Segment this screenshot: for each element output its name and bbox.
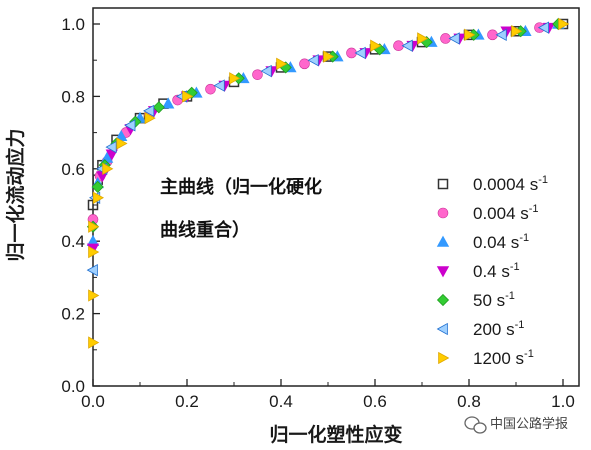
- x-tick-label: 1.0: [551, 392, 575, 411]
- data-point-series-5: [401, 39, 413, 52]
- data-point-series-6: [88, 245, 100, 259]
- data-markers: [86, 17, 570, 349]
- x-tick-label: 0.0: [81, 392, 105, 411]
- x-tick-label: 0.8: [457, 392, 481, 411]
- data-point-series-5: [105, 140, 117, 154]
- data-point-series-6: [511, 25, 523, 38]
- y-tick-label: 0.6: [61, 160, 85, 179]
- data-point-series-5: [354, 46, 366, 60]
- legend-label: 0.0004 s-1: [473, 174, 548, 194]
- legend-marker: [436, 266, 450, 278]
- data-point-series-6: [144, 111, 156, 125]
- data-point-series-4: [91, 180, 104, 193]
- legend-marker: [437, 178, 449, 190]
- data-point-series-6: [276, 57, 288, 70]
- legend-marker: [437, 207, 449, 219]
- data-point-series-5: [86, 263, 98, 277]
- legend-marker: [438, 351, 450, 365]
- x-tick-label: 0.6: [363, 392, 387, 411]
- data-point-series-5: [307, 54, 319, 67]
- data-point-series-6: [370, 39, 382, 52]
- data-point-series-6: [182, 90, 194, 103]
- legend-label: 0.4 s-1: [473, 261, 520, 281]
- data-point-series-6: [229, 72, 241, 85]
- y-tick-label: 0.2: [61, 305, 85, 324]
- data-point-series-6: [323, 50, 335, 63]
- data-point-series-5: [495, 28, 507, 42]
- data-point-series-5: [448, 32, 460, 45]
- legend-label: 0.004 s-1: [473, 203, 539, 223]
- data-point-series-1: [205, 83, 216, 95]
- legend-marker: [436, 235, 450, 247]
- legend-marker: [436, 293, 450, 307]
- x-tick-label: 0.2: [175, 392, 199, 411]
- data-point-series-2: [162, 97, 175, 109]
- x-tick-label: 0.4: [269, 392, 293, 411]
- data-point-series-6: [88, 220, 100, 233]
- data-point-series-6: [116, 137, 128, 150]
- data-point-series-6: [558, 17, 570, 31]
- data-point-series-1: [252, 69, 263, 80]
- data-point-series-5: [537, 21, 549, 34]
- y-tick-label: 0.4: [61, 232, 85, 251]
- legend-label: 200 s-1: [473, 319, 524, 339]
- data-point-series-6: [88, 336, 100, 349]
- data-point-series-6: [464, 28, 476, 42]
- data-point-series-1: [299, 58, 310, 70]
- legend-marker: [436, 322, 448, 336]
- data-point-series-6: [102, 162, 114, 175]
- watermark: 中国公路学报: [464, 416, 568, 434]
- y-tick-label: 1.0: [61, 15, 85, 34]
- wechat-icon: [464, 416, 487, 434]
- y-tick-label: 0.8: [61, 87, 85, 106]
- annotation-line-2: 曲线重合）: [160, 219, 250, 241]
- data-point-series-4: [152, 101, 165, 114]
- x-axis-title: 归一化塑性应变: [269, 423, 402, 446]
- axis-ticks: 0.00.0 0.2 0.2 0.4 0.4 0.6 0.6 0.8 0.8 1.0 1.0: [61, 15, 574, 411]
- data-point-series-6: [92, 191, 105, 204]
- legend: 0.0004 s-1 0.004 s-1 0.04 s-1 0.4 s-1 50 s-1…: [436, 174, 548, 368]
- y-axis-title: 归一化流动应力: [4, 128, 27, 261]
- watermark-text: 中国公路学报: [490, 416, 568, 432]
- data-point-series-6: [88, 289, 100, 302]
- data-point-series-5: [260, 64, 272, 78]
- data-point-series-5: [213, 79, 225, 92]
- data-point-series-5: [124, 119, 136, 132]
- legend-label: 50 s-1: [473, 290, 515, 310]
- legend-label: 0.04 s-1: [473, 232, 529, 252]
- y-tick-label: 0.0: [61, 377, 85, 396]
- data-point-series-6: [417, 32, 429, 45]
- data-point-series-5: [143, 104, 155, 118]
- annotation-line-1: 主曲线（归一化硬化: [160, 176, 322, 198]
- legend-label: 1200 s-1: [473, 348, 534, 368]
